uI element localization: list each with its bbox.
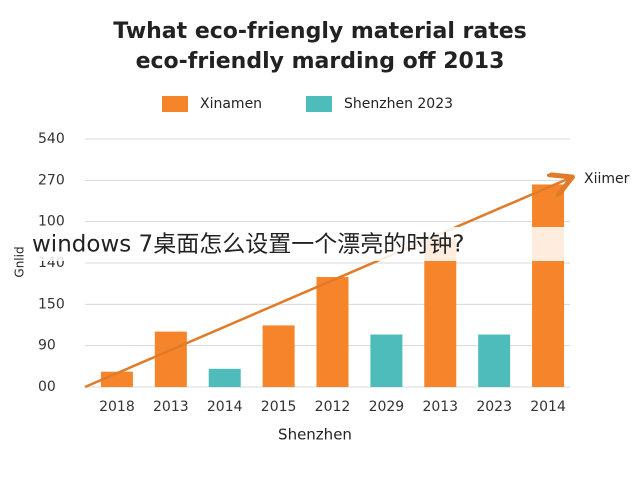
bar — [478, 334, 511, 387]
x-tick-label: 2013 — [153, 399, 189, 415]
bar — [262, 325, 295, 387]
legend-label: Xinamen — [200, 96, 262, 112]
legend-label: Shenzhen 2023 — [344, 96, 453, 112]
bar — [154, 331, 187, 387]
annotation: Xiimer — [584, 171, 630, 187]
x-tick-label: 2015 — [261, 399, 297, 415]
y-tick-label: 150 — [38, 296, 65, 312]
bar — [208, 368, 241, 387]
x-tick-label: 2029 — [369, 399, 405, 415]
x-tick-label: 2012 — [315, 399, 351, 415]
trend-arrow — [84, 178, 570, 389]
overlay-band — [25, 227, 605, 261]
x-tick-label: 2018 — [99, 399, 135, 415]
legend-swatch — [306, 96, 332, 112]
y-tick-label: 90 — [38, 338, 56, 354]
x-tick-label: 2014 — [530, 399, 566, 415]
bars — [100, 184, 565, 387]
x-tick-label: 2014 — [207, 399, 243, 415]
y-tick-label: 540 — [38, 131, 65, 147]
bar — [316, 277, 349, 387]
legend-swatch — [162, 96, 188, 112]
bar — [424, 238, 457, 387]
overlay-text: windows 7桌面怎么设置一个漂亮的时钟? — [32, 232, 464, 258]
title-line: eco-friendly marding off 2013 — [136, 49, 505, 74]
y-tick-label: 100 — [38, 214, 65, 230]
x-axis-label: Shenzhen — [278, 426, 352, 444]
y-tick-label: 270 — [38, 172, 65, 188]
bar — [532, 184, 565, 387]
title-line: Twhat eco-friengly material rates — [113, 19, 527, 44]
y-axis-label: Gnlid — [13, 246, 27, 277]
x-tick-label: 2023 — [476, 399, 512, 415]
bar — [370, 334, 403, 387]
y-tick-label: 00 — [38, 379, 56, 395]
x-tick-label: 2013 — [422, 399, 458, 415]
